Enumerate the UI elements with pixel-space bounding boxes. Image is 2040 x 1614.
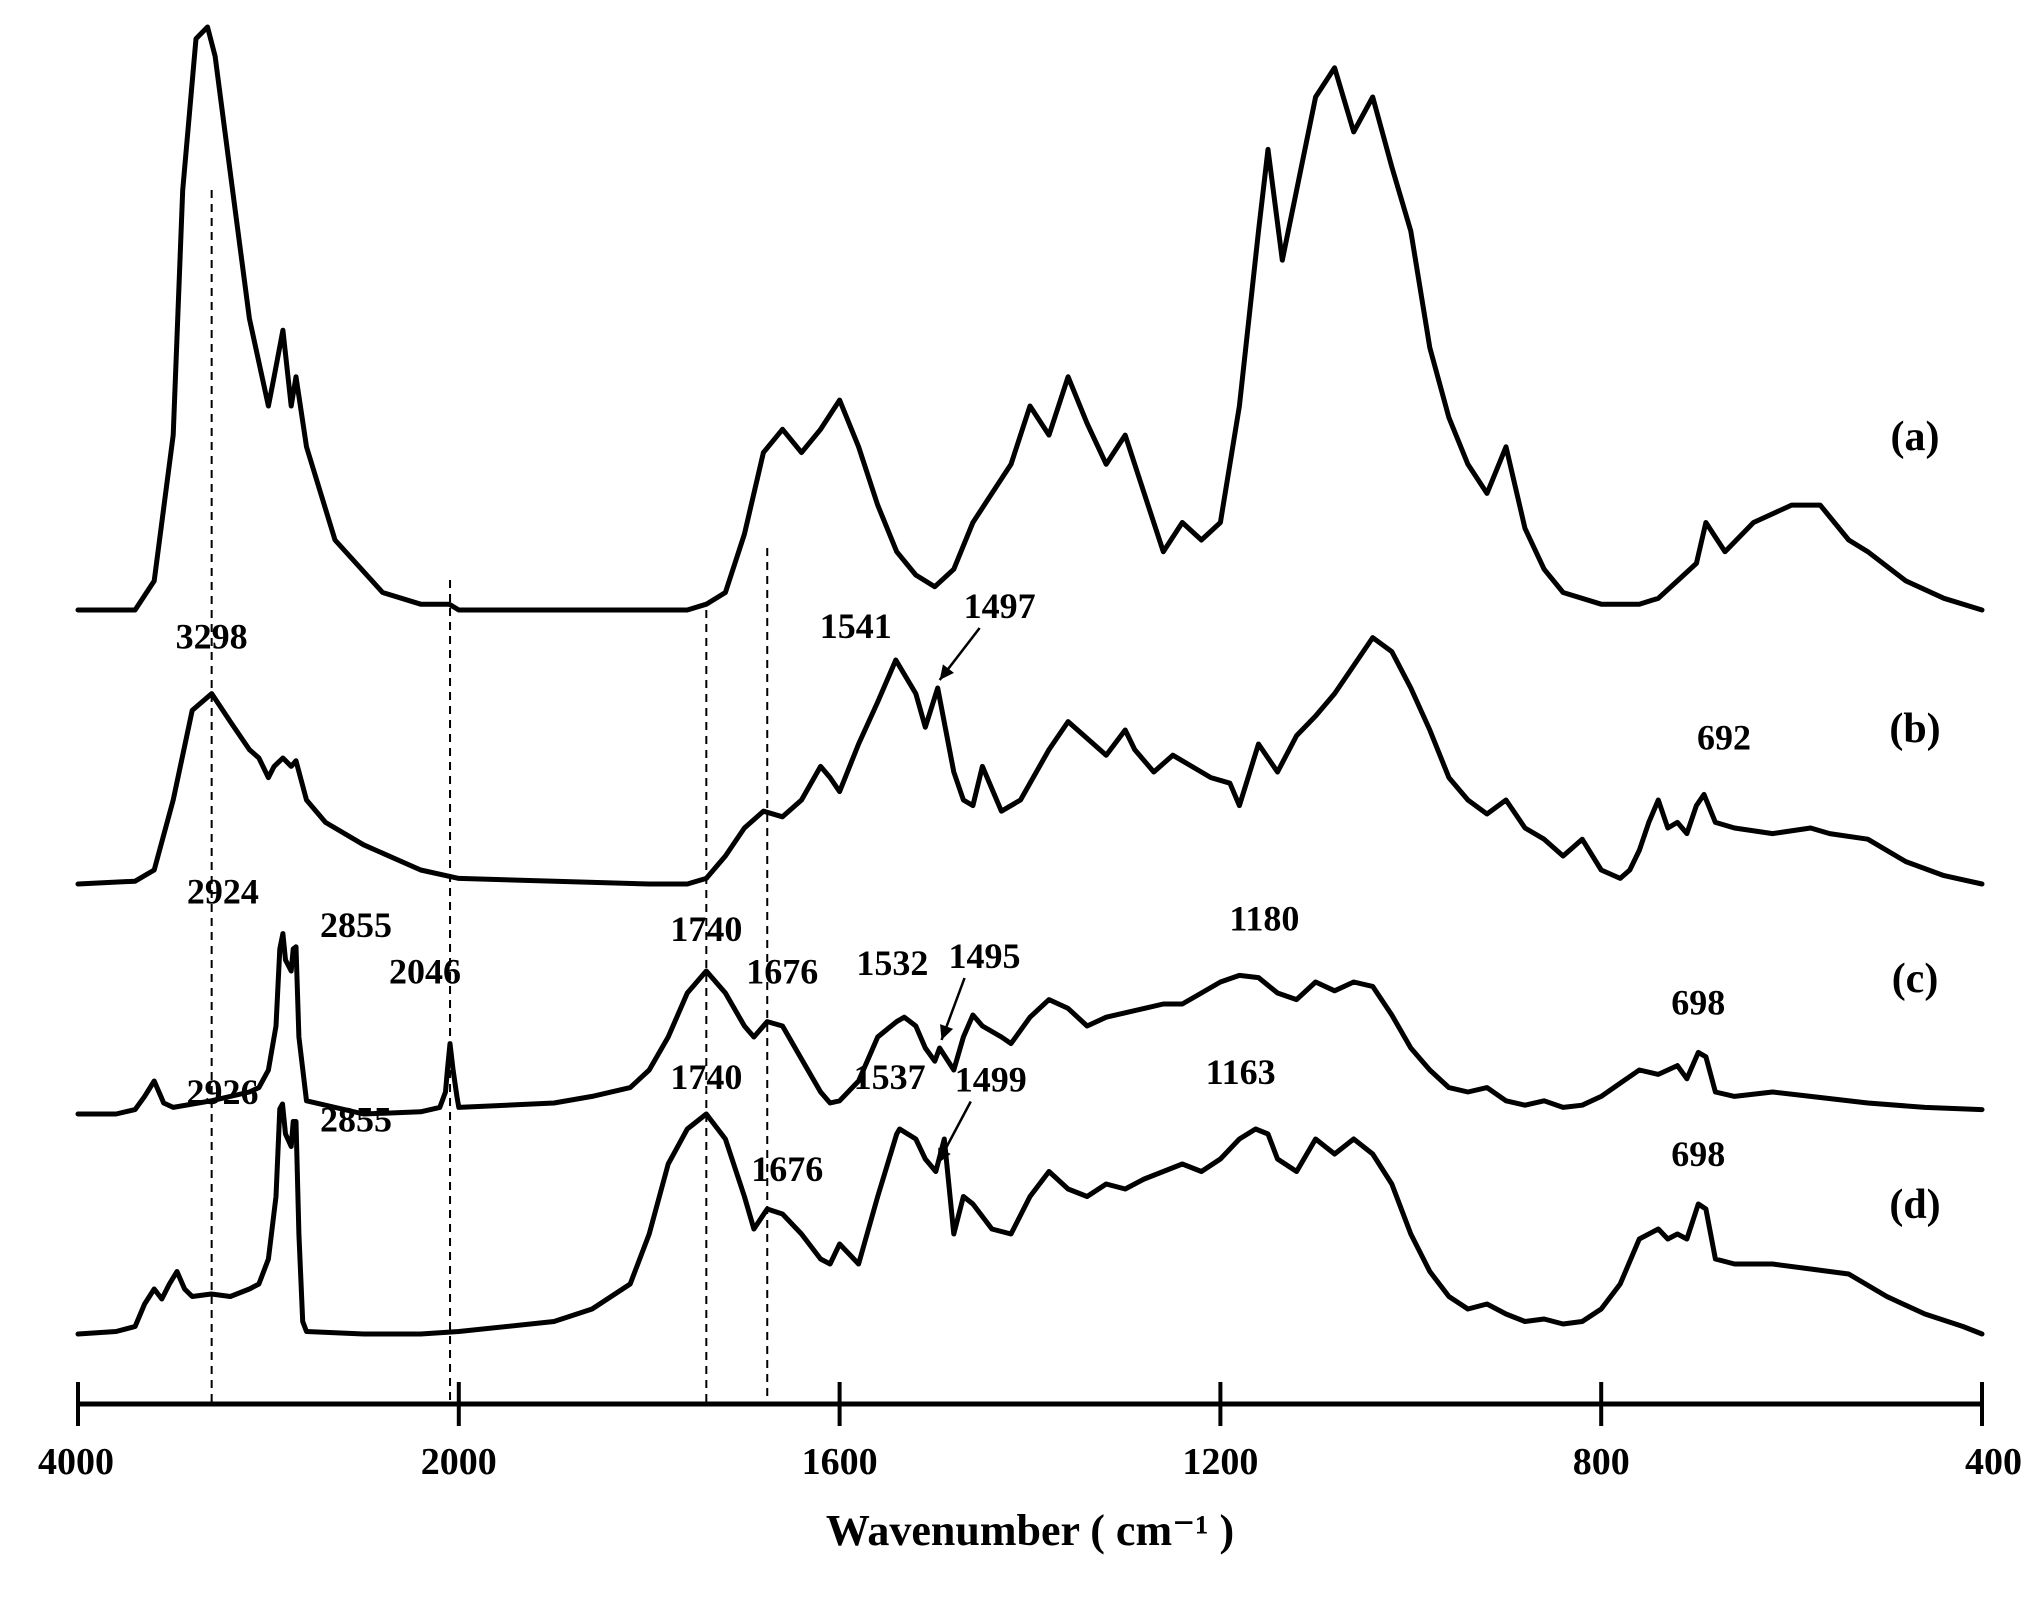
peak-label-d-1537: 1537 <box>854 1057 926 1097</box>
peak-label-d-2926: 2926 <box>186 1072 258 1112</box>
peak-label-c-1676: 1676 <box>746 952 818 992</box>
peak-label-d-2855: 2855 <box>320 1100 392 1140</box>
x-tick-label-2000: 2000 <box>421 1441 497 1483</box>
spectrum-b <box>75 635 1985 887</box>
peak-label-b-1541: 1541 <box>820 606 892 646</box>
trace-label-d: (d) <box>1889 1182 1940 1228</box>
peak-label-c-2924: 2924 <box>187 872 259 912</box>
peak-label-d-1499: 1499 <box>955 1060 1027 1100</box>
peak-label-d-1676: 1676 <box>751 1149 823 1189</box>
x-tick-label-400: 400 <box>1965 1441 2022 1483</box>
peak-label-c-698: 698 <box>1671 982 1725 1022</box>
spectrum-c <box>75 931 1985 1117</box>
peak-label-c-1740: 1740 <box>670 909 742 949</box>
x-tick-label-1200: 1200 <box>1182 1441 1258 1483</box>
peak-arrowhead-b-1497 <box>939 664 954 680</box>
peak-label-c-1532: 1532 <box>856 943 928 983</box>
x-axis-ticks: 4000 2000 1600 1200 800 400 <box>38 1382 2022 1483</box>
x-axis: 4000 2000 1600 1200 800 400 Wavenumber ( cm⁻¹… <box>38 1382 2022 1555</box>
spectra <box>75 24 1985 1337</box>
x-tick-label-1600: 1600 <box>802 1441 878 1483</box>
peak-label-d-1163: 1163 <box>1206 1052 1276 1092</box>
trace-label-b: (b) <box>1889 706 1940 752</box>
spectrum-a <box>75 24 1985 613</box>
spectrum-d <box>75 1101 1985 1337</box>
x-tick-label-4000: 4000 <box>38 1441 114 1483</box>
trace-label-c: (c) <box>1892 956 1939 1002</box>
peak-label-c-2046: 2046 <box>389 952 461 992</box>
peak-label-c-2855: 2855 <box>320 905 392 945</box>
trace-label-a: (a) <box>1891 414 1940 460</box>
guide-lines <box>210 190 769 1402</box>
peak-label-b-1497: 1497 <box>964 586 1036 626</box>
peak-label-c-1180: 1180 <box>1229 898 1299 938</box>
x-tick-label-800: 800 <box>1573 1441 1630 1483</box>
peak-label-d-1740: 1740 <box>670 1057 742 1097</box>
peak-arrowhead-c-1495 <box>940 1024 954 1040</box>
peak-label-b-692: 692 <box>1697 717 1751 757</box>
peak-label-b-3298: 3298 <box>176 617 248 657</box>
trace-labels: (a) (b) (c) (d) <box>1889 414 1940 1228</box>
peak-arrowhead-d-1499 <box>937 1147 951 1164</box>
x-axis-title: Wavenumber ( cm⁻¹ ) <box>826 1506 1234 1555</box>
peak-label-c-1495: 1495 <box>949 936 1021 976</box>
peak-label-d-698: 698 <box>1671 1134 1725 1174</box>
